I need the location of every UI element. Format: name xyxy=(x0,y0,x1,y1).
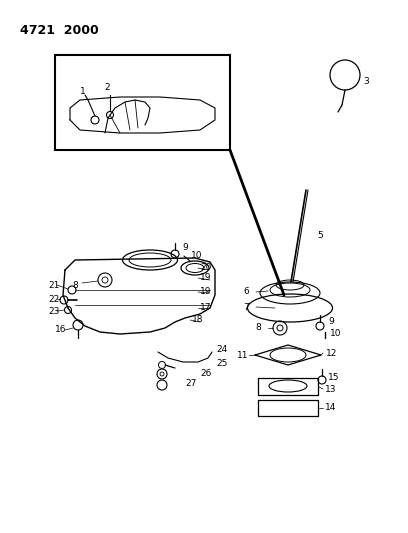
Text: 23: 23 xyxy=(48,306,60,316)
Text: 27: 27 xyxy=(185,379,196,389)
Text: 7: 7 xyxy=(243,303,249,311)
Text: 17: 17 xyxy=(200,303,211,312)
Text: 10: 10 xyxy=(330,328,341,337)
Text: 11: 11 xyxy=(237,351,248,359)
Text: 19: 19 xyxy=(200,273,211,282)
Text: 8: 8 xyxy=(72,280,78,289)
Text: 25: 25 xyxy=(216,359,227,368)
Text: 21: 21 xyxy=(48,280,60,289)
Text: 1: 1 xyxy=(80,86,86,95)
Text: 16: 16 xyxy=(55,326,67,335)
Text: 9: 9 xyxy=(328,318,334,327)
Text: 10: 10 xyxy=(191,251,202,260)
Text: 9: 9 xyxy=(182,244,188,253)
Text: 5: 5 xyxy=(317,230,323,239)
Text: 3: 3 xyxy=(363,77,369,86)
Text: 8: 8 xyxy=(255,324,261,333)
Text: 14: 14 xyxy=(325,403,336,413)
Text: 24: 24 xyxy=(216,345,227,354)
Bar xyxy=(55,55,230,150)
Text: 13: 13 xyxy=(325,384,337,393)
Text: 18: 18 xyxy=(192,316,204,325)
Text: 12: 12 xyxy=(326,349,337,358)
Text: 20: 20 xyxy=(200,263,211,272)
Text: 2: 2 xyxy=(104,84,110,93)
Text: 19: 19 xyxy=(200,287,211,296)
Text: 15: 15 xyxy=(328,374,339,383)
Text: 6: 6 xyxy=(243,287,249,296)
Text: 22: 22 xyxy=(48,295,59,303)
Text: 26: 26 xyxy=(200,368,211,377)
Text: 4721  2000: 4721 2000 xyxy=(20,23,99,36)
